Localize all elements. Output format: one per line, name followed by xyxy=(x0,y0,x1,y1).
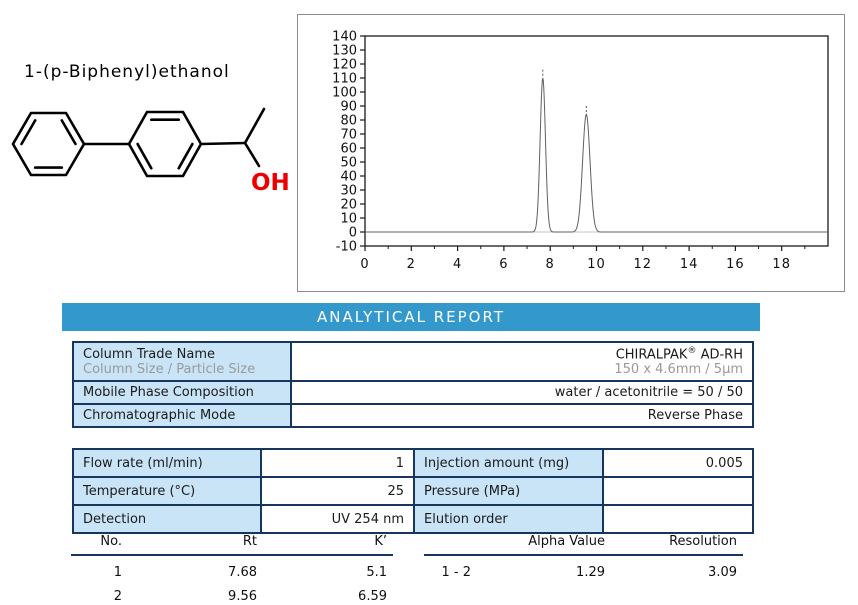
temperature-value: 25 xyxy=(260,476,415,506)
resolution: 3.09 xyxy=(708,565,737,580)
peak-number: 1 xyxy=(113,565,122,580)
y-tick-label: 40 xyxy=(340,170,357,185)
separation-results-table: Alpha Value Resolution 1 - 2 1.29 3.09 xyxy=(424,534,743,580)
pressure-label: Pressure (MPa) xyxy=(413,476,604,506)
benzene-ring-right xyxy=(127,110,203,178)
retention-time-header: Rt xyxy=(128,534,263,556)
y-tick-label: 10 xyxy=(340,212,357,227)
y-tick-label: 50 xyxy=(340,156,357,171)
capacity-factor: 6.59 xyxy=(358,589,387,604)
compound-name: 1-(p-Biphenyl)ethanol xyxy=(24,62,230,82)
y-tick-label: 70 xyxy=(340,128,357,143)
column-size-value: 150 x 4.6mm / 5µm xyxy=(614,362,743,378)
pressure-value xyxy=(602,476,754,506)
y-tick-label: 130 xyxy=(332,44,357,59)
report-title-banner: ANALYTICAL REPORT xyxy=(62,303,760,331)
capacity-factor-header: K’ xyxy=(263,534,393,556)
benzene-ring-left xyxy=(11,111,86,177)
mobile-phase-label: Mobile Phase Composition xyxy=(72,380,292,406)
alpha-value-header: Alpha Value xyxy=(477,534,611,556)
table-row: Column Trade Name Column Size / Particle… xyxy=(72,340,754,383)
detection-value: UV 254 nm xyxy=(260,504,415,534)
chromatographic-mode-value: Reverse Phase xyxy=(290,403,754,429)
y-tick-label: 60 xyxy=(340,142,357,157)
x-tick-label: 18 xyxy=(772,257,791,272)
chromatogram-panel: 140 130 120 110 100 90 80 70 60 50 40 30 20 10 0 -10 0 2 4… xyxy=(297,14,845,292)
table-row: 1 7.68 5.1 xyxy=(71,555,393,580)
column-trade-name-value: CHIRALPAK® AD-RH xyxy=(615,346,743,363)
conditions-table: Flow rate (ml/min) 1 Injection amount (m… xyxy=(72,448,754,534)
y-tick-label: 120 xyxy=(332,58,357,73)
table-row: Detection UV 254 nm Elution order xyxy=(72,504,754,534)
retention-time: 7.68 xyxy=(228,565,257,580)
table-row: Mobile Phase Composition water / acetoni… xyxy=(72,380,754,406)
column-trade-name-label: Column Trade Name xyxy=(83,346,215,362)
table-row: 2 9.56 6.59 xyxy=(71,580,393,604)
chromatogram-trace xyxy=(365,77,828,233)
x-tick-label: 2 xyxy=(407,257,416,272)
x-tick-label: 6 xyxy=(499,257,508,272)
flow-rate-label: Flow rate (ml/min) xyxy=(72,448,262,478)
y-tick-label: 90 xyxy=(340,100,357,115)
registered-trademark-symbol: ® xyxy=(687,346,697,356)
ethanol-side-chain xyxy=(199,107,266,168)
y-tick-label: 100 xyxy=(332,86,357,101)
y-tick-label: 20 xyxy=(340,198,357,213)
x-tick-label: 14 xyxy=(680,257,699,272)
peak-number-header: No. xyxy=(71,534,128,556)
peak-number: 2 xyxy=(113,589,122,604)
table-row: Chromatographic Mode Reverse Phase xyxy=(72,403,754,429)
elution-order-value xyxy=(602,504,754,534)
table-header-row: No. Rt K’ xyxy=(71,534,393,556)
temperature-label: Temperature (°C) xyxy=(72,476,262,506)
table-header-row: Alpha Value Resolution xyxy=(424,534,743,556)
x-tick-label: 12 xyxy=(634,257,653,272)
y-tick-label: -10 xyxy=(336,240,357,255)
elution-order-label: Elution order xyxy=(413,504,604,534)
injection-amount-value: 0.005 xyxy=(602,448,754,478)
table-row: Flow rate (ml/min) 1 Injection amount (m… xyxy=(72,448,754,478)
molecule-structure: OH xyxy=(11,107,290,196)
resolution-header: Resolution xyxy=(611,534,743,556)
column-size-label: Column Size / Particle Size xyxy=(83,361,256,377)
x-tick-label: 8 xyxy=(546,257,555,272)
y-tick-label: 140 xyxy=(332,30,357,45)
y-tick-label: 0 xyxy=(349,226,357,241)
x-tick-label: 10 xyxy=(587,257,606,272)
table-row: 1 - 2 1.29 3.09 xyxy=(424,555,743,580)
injection-amount-label: Injection amount (mg) xyxy=(413,448,604,478)
y-tick-label: 110 xyxy=(332,72,357,87)
peak-pair: 1 - 2 xyxy=(441,565,472,580)
flow-rate-value: 1 xyxy=(260,448,415,478)
retention-time: 9.56 xyxy=(228,589,257,604)
peak-results-table: No. Rt K’ 1 7.68 5.1 2 9.56 6.59 xyxy=(71,534,393,604)
x-tick-label: 0 xyxy=(360,257,369,272)
peak-pair-header xyxy=(424,534,477,556)
plot-border xyxy=(364,35,829,247)
column-info-table: Column Trade Name Column Size / Particle… xyxy=(72,340,754,429)
y-tick-label: 80 xyxy=(340,114,357,129)
detection-label: Detection xyxy=(72,504,262,534)
alpha-value: 1.29 xyxy=(576,565,605,580)
hydroxyl-label: OH xyxy=(251,170,290,196)
mobile-phase-value: water / acetonitrile = 50 / 50 xyxy=(290,380,754,406)
table-row: Temperature (°C) 25 Pressure (MPa) xyxy=(72,476,754,506)
x-tick-label: 4 xyxy=(453,257,462,272)
capacity-factor: 5.1 xyxy=(366,565,387,580)
x-tick-label: 16 xyxy=(726,257,745,272)
y-tick-label: 30 xyxy=(340,184,357,199)
chromatographic-mode-label: Chromatographic Mode xyxy=(72,403,292,429)
